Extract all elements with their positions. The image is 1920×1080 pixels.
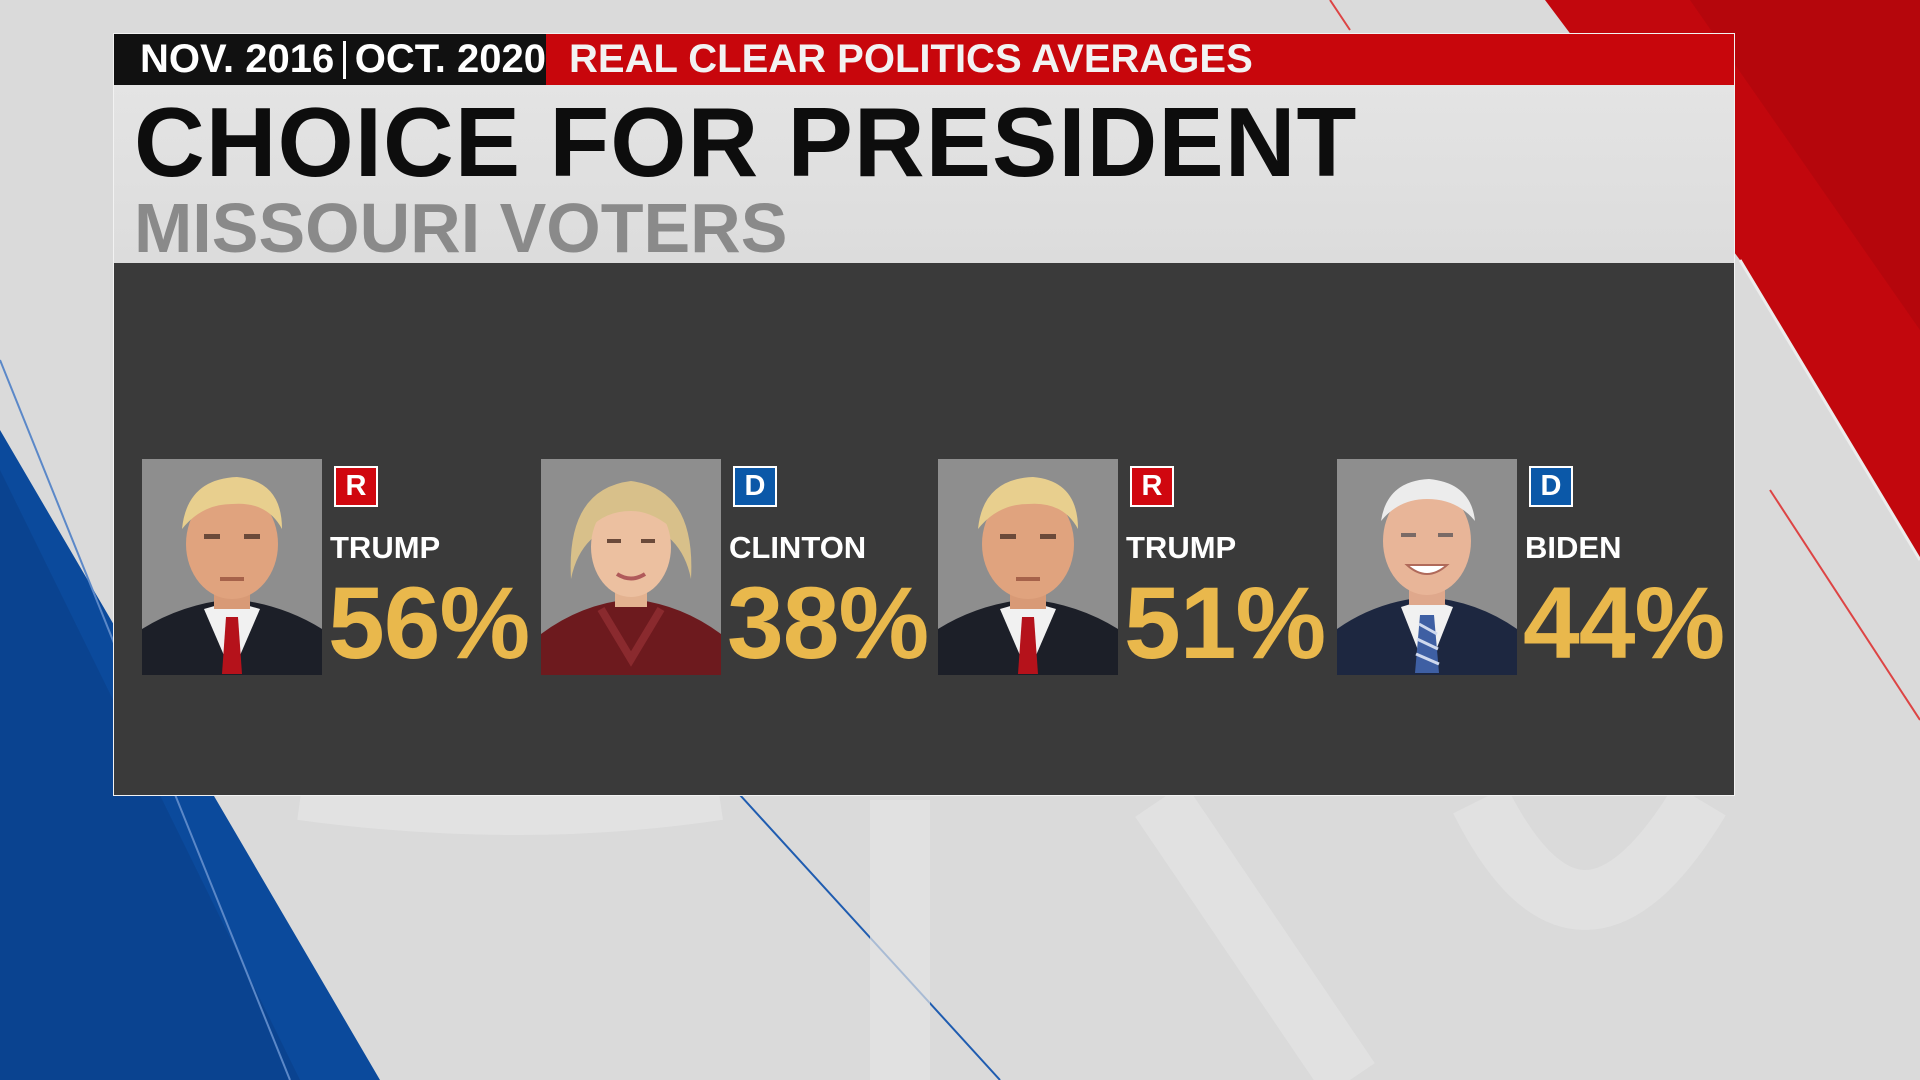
candidate-percent: 51% <box>1124 566 1326 680</box>
candidate-name: TRUMP <box>1126 530 1237 565</box>
date-divider <box>343 40 346 79</box>
trump-portrait-icon <box>142 459 322 675</box>
graphic-panel: NOV. 2016 OCT. 2020 REAL CLEAR POLITICS … <box>113 33 1735 796</box>
source-label: REAL CLEAR POLITICS AVERAGES <box>546 34 1734 85</box>
header: NOV. 2016 OCT. 2020 REAL CLEAR POLITICS … <box>114 34 1734 267</box>
trump-portrait-icon <box>938 459 1118 675</box>
candidate-percent: 38% <box>727 566 929 680</box>
page-subtitle: MISSOURI VOTERS <box>134 189 788 267</box>
candidate-photo <box>938 459 1118 675</box>
page-title: CHOICE FOR PRESIDENT <box>134 87 1358 197</box>
candidate-photo <box>142 459 322 675</box>
party-badge: D <box>1529 466 1573 507</box>
date-left: NOV. 2016 <box>140 37 335 81</box>
party-badge: R <box>334 466 378 507</box>
biden-portrait-icon <box>1337 459 1517 675</box>
candidate-photo <box>1337 459 1517 675</box>
candidate-card: R TRUMP 51% <box>938 459 1326 675</box>
candidate-percent: 44% <box>1523 566 1725 680</box>
party-badge: R <box>1130 466 1174 507</box>
candidate-card: D BIDEN 44% <box>1337 459 1725 675</box>
date-right: OCT. 2020 <box>354 37 546 81</box>
candidate-photo <box>541 459 721 675</box>
candidate-card: D CLINTON 38% <box>541 459 929 675</box>
clinton-portrait-icon <box>541 459 721 675</box>
tag-bar: NOV. 2016 OCT. 2020 REAL CLEAR POLITICS … <box>114 34 1734 85</box>
party-badge: D <box>733 466 777 507</box>
candidate-card: R TRUMP 56% <box>142 459 530 675</box>
candidate-name: BIDEN <box>1525 530 1622 565</box>
candidate-percent: 56% <box>328 566 530 680</box>
candidate-name: CLINTON <box>729 530 867 565</box>
candidate-name: TRUMP <box>330 530 441 565</box>
date-range: NOV. 2016 OCT. 2020 <box>114 34 546 85</box>
